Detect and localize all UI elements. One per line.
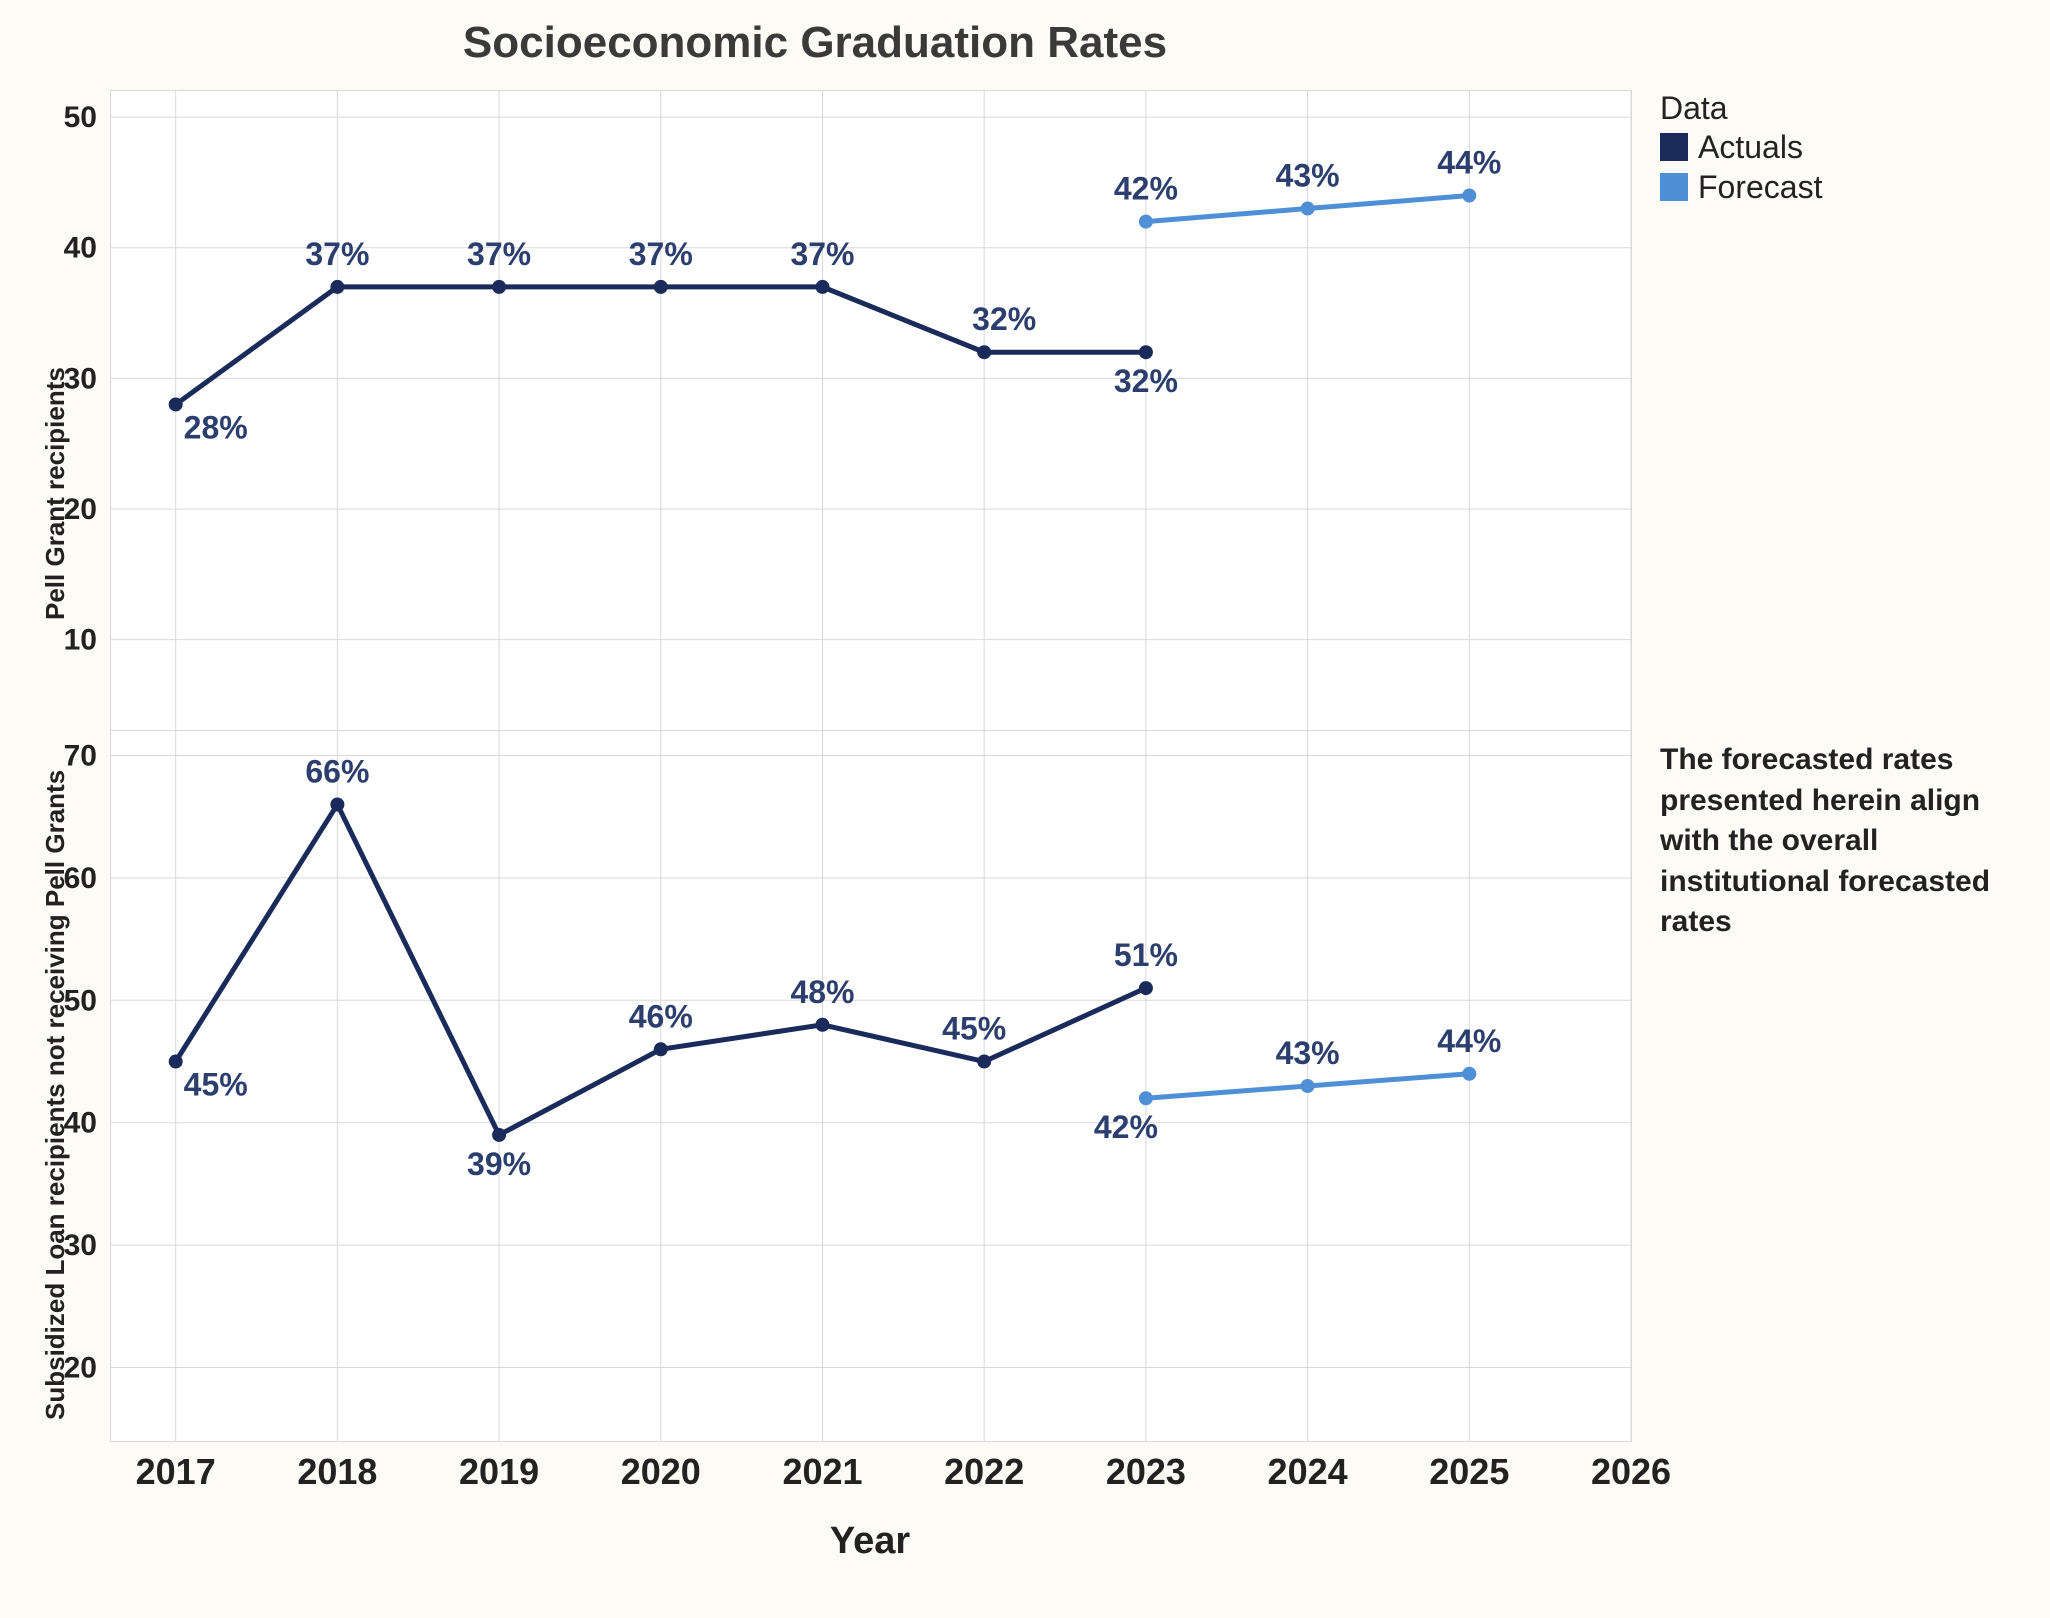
- y-axis-label-loan: Subsidized Loan recipients not receiving…: [40, 770, 71, 1420]
- panel-loan: 20304050607045%66%39%46%48%45%51%42%43%4…: [111, 731, 1631, 1441]
- data-label: 44%: [1437, 144, 1501, 180]
- legend-title: Data: [1660, 90, 1822, 127]
- data-point: [815, 1018, 829, 1032]
- x-tick-label: 2023: [1086, 1451, 1206, 1493]
- y-tick-label: 70: [64, 739, 97, 772]
- legend-item-forecast: Forecast: [1660, 167, 1822, 207]
- data-point: [1462, 188, 1476, 202]
- data-label: 51%: [1114, 937, 1178, 973]
- data-label: 46%: [629, 998, 693, 1034]
- x-tick-label: 2018: [277, 1451, 397, 1493]
- panel-pell: 102030405028%37%37%37%37%32%32%42%43%44%: [111, 91, 1631, 731]
- legend-label-actuals: Actuals: [1698, 127, 1803, 167]
- data-label: 37%: [467, 236, 531, 272]
- chart-title: Socioeconomic Graduation Rates: [0, 18, 1630, 68]
- data-label: 37%: [305, 236, 369, 272]
- legend-swatch-forecast: [1660, 173, 1688, 201]
- data-label: 32%: [972, 301, 1036, 337]
- data-point: [330, 280, 344, 294]
- data-point: [169, 1055, 183, 1069]
- data-point: [815, 280, 829, 294]
- data-label: 45%: [942, 1011, 1006, 1047]
- data-point: [977, 345, 991, 359]
- data-label: 44%: [1437, 1023, 1501, 1059]
- data-point: [1301, 202, 1315, 216]
- data-label: 42%: [1114, 171, 1178, 207]
- x-tick-label: 2019: [439, 1451, 559, 1493]
- y-axis-label-pell: Pell Grant recipients: [40, 367, 71, 620]
- data-label: 32%: [1114, 363, 1178, 399]
- data-label: 66%: [305, 753, 369, 789]
- data-label: 37%: [790, 236, 854, 272]
- data-point: [492, 280, 506, 294]
- plot-area: 102030405028%37%37%37%37%32%32%42%43%44%…: [110, 90, 1632, 1442]
- legend-swatch-actuals: [1660, 133, 1688, 161]
- y-tick-label: 10: [64, 624, 97, 657]
- data-label: 45%: [184, 1067, 248, 1103]
- y-tick-label: 50: [64, 101, 97, 134]
- data-point: [169, 397, 183, 411]
- forecast-note: The forecasted rates presented herein al…: [1660, 740, 2000, 943]
- data-point: [492, 1128, 506, 1142]
- x-tick-label: 2020: [601, 1451, 721, 1493]
- legend-item-actuals: Actuals: [1660, 127, 1822, 167]
- y-tick-label: 40: [64, 232, 97, 265]
- panel-pell-svg: 102030405028%37%37%37%37%32%32%42%43%44%: [111, 91, 1631, 731]
- data-point: [1139, 1091, 1153, 1105]
- data-point: [1462, 1067, 1476, 1081]
- data-point: [654, 1042, 668, 1056]
- x-tick-label: 2026: [1571, 1451, 1691, 1493]
- data-point: [1139, 215, 1153, 229]
- data-label: 39%: [467, 1146, 531, 1182]
- x-tick-label: 2024: [1248, 1451, 1368, 1493]
- data-label: 28%: [184, 409, 248, 445]
- x-tick-label: 2017: [116, 1451, 236, 1493]
- legend-label-forecast: Forecast: [1698, 167, 1822, 207]
- data-point: [1139, 345, 1153, 359]
- data-label: 42%: [1094, 1109, 1158, 1145]
- data-point: [1301, 1079, 1315, 1093]
- x-tick-label: 2021: [762, 1451, 882, 1493]
- panel-loan-svg: 20304050607045%66%39%46%48%45%51%42%43%4…: [111, 731, 1631, 1441]
- data-label: 48%: [790, 974, 854, 1010]
- data-point: [654, 280, 668, 294]
- data-point: [1139, 981, 1153, 995]
- data-point: [977, 1055, 991, 1069]
- legend: Data Actuals Forecast: [1660, 90, 1822, 207]
- page: Socioeconomic Graduation Rates 102030405…: [0, 0, 2050, 1618]
- data-label: 43%: [1276, 1035, 1340, 1071]
- x-tick-label: 2022: [924, 1451, 1044, 1493]
- data-label: 37%: [629, 236, 693, 272]
- x-tick-label: 2025: [1409, 1451, 1529, 1493]
- data-label: 43%: [1276, 158, 1340, 194]
- data-point: [330, 797, 344, 811]
- x-axis-title: Year: [110, 1520, 1630, 1563]
